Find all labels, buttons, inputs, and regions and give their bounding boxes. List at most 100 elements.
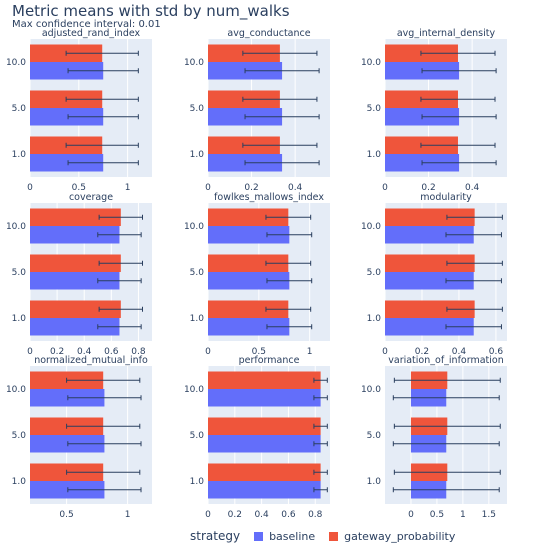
legend-swatch-baseline bbox=[254, 531, 264, 541]
y-tick-label-variation-of-information: 1.0 bbox=[367, 477, 382, 487]
legend-swatch-gateway-probability bbox=[329, 531, 339, 541]
x-tick-label-modularity: 0.2 bbox=[415, 347, 429, 357]
y-tick-label-normalized-mutual-info: 5.0 bbox=[12, 431, 27, 441]
bar-baseline-performance bbox=[208, 481, 321, 499]
bar-gateway-probability-fowlkes-mallows-index bbox=[208, 300, 289, 318]
x-tick-label-coverage: 0.6 bbox=[104, 347, 119, 357]
bar-baseline-normalized-mutual-info bbox=[30, 435, 105, 453]
x-tick-label-adjusted-rand-index: 1 bbox=[125, 183, 131, 193]
x-tick-label-normalized-mutual-info: 1 bbox=[125, 510, 131, 520]
y-tick-label-fowlkes-mallows-index: 1.0 bbox=[190, 314, 205, 324]
legend-item-gateway-probability[interactable]: gateway_probability bbox=[329, 530, 455, 543]
bar-baseline-modularity bbox=[385, 318, 474, 336]
legend: strategy baseline gateway_probability bbox=[190, 529, 469, 543]
bar-baseline-performance bbox=[208, 435, 321, 453]
x-tick-label-adjusted-rand-index: 0.5 bbox=[72, 183, 86, 193]
y-tick-label-variation-of-information: 5.0 bbox=[367, 431, 382, 441]
subplot-title-coverage: coverage bbox=[69, 192, 113, 203]
y-tick-label-adjusted-rand-index: 5.0 bbox=[12, 104, 27, 114]
y-tick-label-performance: 5.0 bbox=[190, 431, 205, 441]
y-tick-label-adjusted-rand-index: 10.0 bbox=[6, 58, 26, 68]
y-tick-label-avg-internal-density: 10.0 bbox=[361, 58, 381, 68]
x-tick-label-coverage: 0.8 bbox=[131, 347, 146, 357]
bar-gateway-probability-fowlkes-mallows-index bbox=[208, 208, 289, 226]
subplot-title-modularity: modularity bbox=[420, 192, 472, 203]
chart-subtitle: Max confidence interval: 0.01 bbox=[12, 19, 161, 30]
y-tick-label-coverage: 10.0 bbox=[6, 222, 26, 232]
bar-baseline-modularity bbox=[385, 272, 474, 290]
x-tick-label-modularity: 0.4 bbox=[452, 347, 467, 357]
x-tick-label-variation-of-information: 0 bbox=[408, 510, 414, 520]
x-tick-label-variation-of-information: 0.5 bbox=[430, 510, 444, 520]
subplot-title-avg-internal-density: avg_internal_density bbox=[397, 28, 496, 39]
y-tick-label-variation-of-information: 10.0 bbox=[361, 385, 381, 395]
bar-gateway-probability-coverage bbox=[30, 300, 121, 318]
subplot-title-adjusted-rand-index: adjusted_rand_index bbox=[42, 28, 141, 39]
x-tick-label-fowlkes-mallows-index: 0.5 bbox=[252, 347, 266, 357]
x-tick-label-coverage: 0 bbox=[27, 347, 33, 357]
bar-baseline-normalized-mutual-info bbox=[30, 481, 105, 499]
bar-gateway-probability-coverage bbox=[30, 254, 121, 272]
bar-gateway-probability-modularity bbox=[385, 208, 475, 226]
y-tick-label-avg-internal-density: 1.0 bbox=[367, 150, 382, 160]
x-tick-label-performance: 0.4 bbox=[254, 510, 269, 520]
y-tick-label-modularity: 1.0 bbox=[367, 314, 382, 324]
legend-title: strategy bbox=[190, 529, 241, 543]
bar-baseline-fowlkes-mallows-index bbox=[208, 272, 290, 290]
y-tick-label-normalized-mutual-info: 1.0 bbox=[12, 477, 27, 487]
bar-gateway-probability-fowlkes-mallows-index bbox=[208, 254, 289, 272]
x-tick-label-performance: 0 bbox=[205, 510, 211, 520]
x-tick-label-performance: 0.6 bbox=[281, 510, 296, 520]
subplot-title-avg-conductance: avg_conductance bbox=[227, 28, 310, 39]
y-tick-label-fowlkes-mallows-index: 5.0 bbox=[190, 268, 205, 278]
bar-baseline-adjusted-rand-index bbox=[30, 108, 104, 126]
x-tick-label-avg-internal-density: 0 bbox=[382, 183, 388, 193]
y-tick-label-avg-internal-density: 5.0 bbox=[367, 104, 382, 114]
y-tick-label-modularity: 5.0 bbox=[367, 268, 382, 278]
y-tick-label-coverage: 5.0 bbox=[12, 268, 27, 278]
subplot-title-normalized-mutual-info: normalized_mutual_info bbox=[34, 355, 148, 366]
legend-label-baseline: baseline bbox=[269, 529, 316, 543]
bar-baseline-coverage bbox=[30, 318, 120, 336]
bar-baseline-modularity bbox=[385, 226, 474, 244]
bar-baseline-adjusted-rand-index bbox=[30, 62, 104, 80]
x-tick-label-variation-of-information: 1 bbox=[460, 510, 466, 520]
subplot-title-fowlkes-mallows-index: fowlkes_mallows_index bbox=[214, 192, 324, 203]
bar-baseline-coverage bbox=[30, 226, 120, 244]
y-tick-label-avg-conductance: 1.0 bbox=[190, 150, 205, 160]
y-tick-label-avg-conductance: 5.0 bbox=[190, 104, 205, 114]
x-tick-label-performance: 0.8 bbox=[308, 510, 323, 520]
bar-gateway-probability-performance bbox=[208, 417, 321, 435]
x-tick-label-avg-conductance: 0.2 bbox=[244, 183, 258, 193]
y-tick-label-adjusted-rand-index: 1.0 bbox=[12, 150, 27, 160]
y-tick-label-fowlkes-mallows-index: 10.0 bbox=[184, 222, 204, 232]
x-tick-label-fowlkes-mallows-index: 1 bbox=[307, 347, 313, 357]
y-tick-label-normalized-mutual-info: 10.0 bbox=[6, 385, 26, 395]
x-tick-label-avg-conductance: 0.4 bbox=[288, 183, 303, 193]
bar-baseline-fowlkes-mallows-index bbox=[208, 318, 290, 336]
x-tick-label-adjusted-rand-index: 0 bbox=[27, 183, 33, 193]
y-tick-label-modularity: 10.0 bbox=[361, 222, 381, 232]
x-tick-label-normalized-mutual-info: 0.5 bbox=[59, 510, 73, 520]
x-tick-label-avg-conductance: 0 bbox=[205, 183, 211, 193]
bar-gateway-probability-modularity bbox=[385, 300, 475, 318]
subplot-title-performance: performance bbox=[239, 355, 300, 366]
legend-item-baseline[interactable]: baseline bbox=[254, 530, 315, 543]
y-tick-label-coverage: 1.0 bbox=[12, 314, 27, 324]
y-tick-label-performance: 1.0 bbox=[190, 477, 205, 487]
subplot-title-variation-of-information: variation_of_information bbox=[388, 355, 504, 366]
y-tick-label-performance: 10.0 bbox=[184, 385, 204, 395]
bar-gateway-probability-coverage bbox=[30, 208, 121, 226]
x-tick-label-coverage: 0.4 bbox=[77, 347, 92, 357]
bar-gateway-probability-modularity bbox=[385, 254, 475, 272]
chart-title: Metric means with std by num_walks bbox=[12, 2, 290, 20]
x-tick-label-modularity: 0 bbox=[382, 347, 388, 357]
x-tick-label-avg-internal-density: 0.4 bbox=[465, 183, 480, 193]
bar-baseline-fowlkes-mallows-index bbox=[208, 226, 290, 244]
x-tick-label-coverage: 0.2 bbox=[50, 347, 64, 357]
bar-gateway-probability-performance bbox=[208, 463, 321, 481]
bar-baseline-coverage bbox=[30, 272, 120, 290]
x-tick-label-avg-internal-density: 0.2 bbox=[421, 183, 435, 193]
x-tick-label-modularity: 0.6 bbox=[489, 347, 504, 357]
